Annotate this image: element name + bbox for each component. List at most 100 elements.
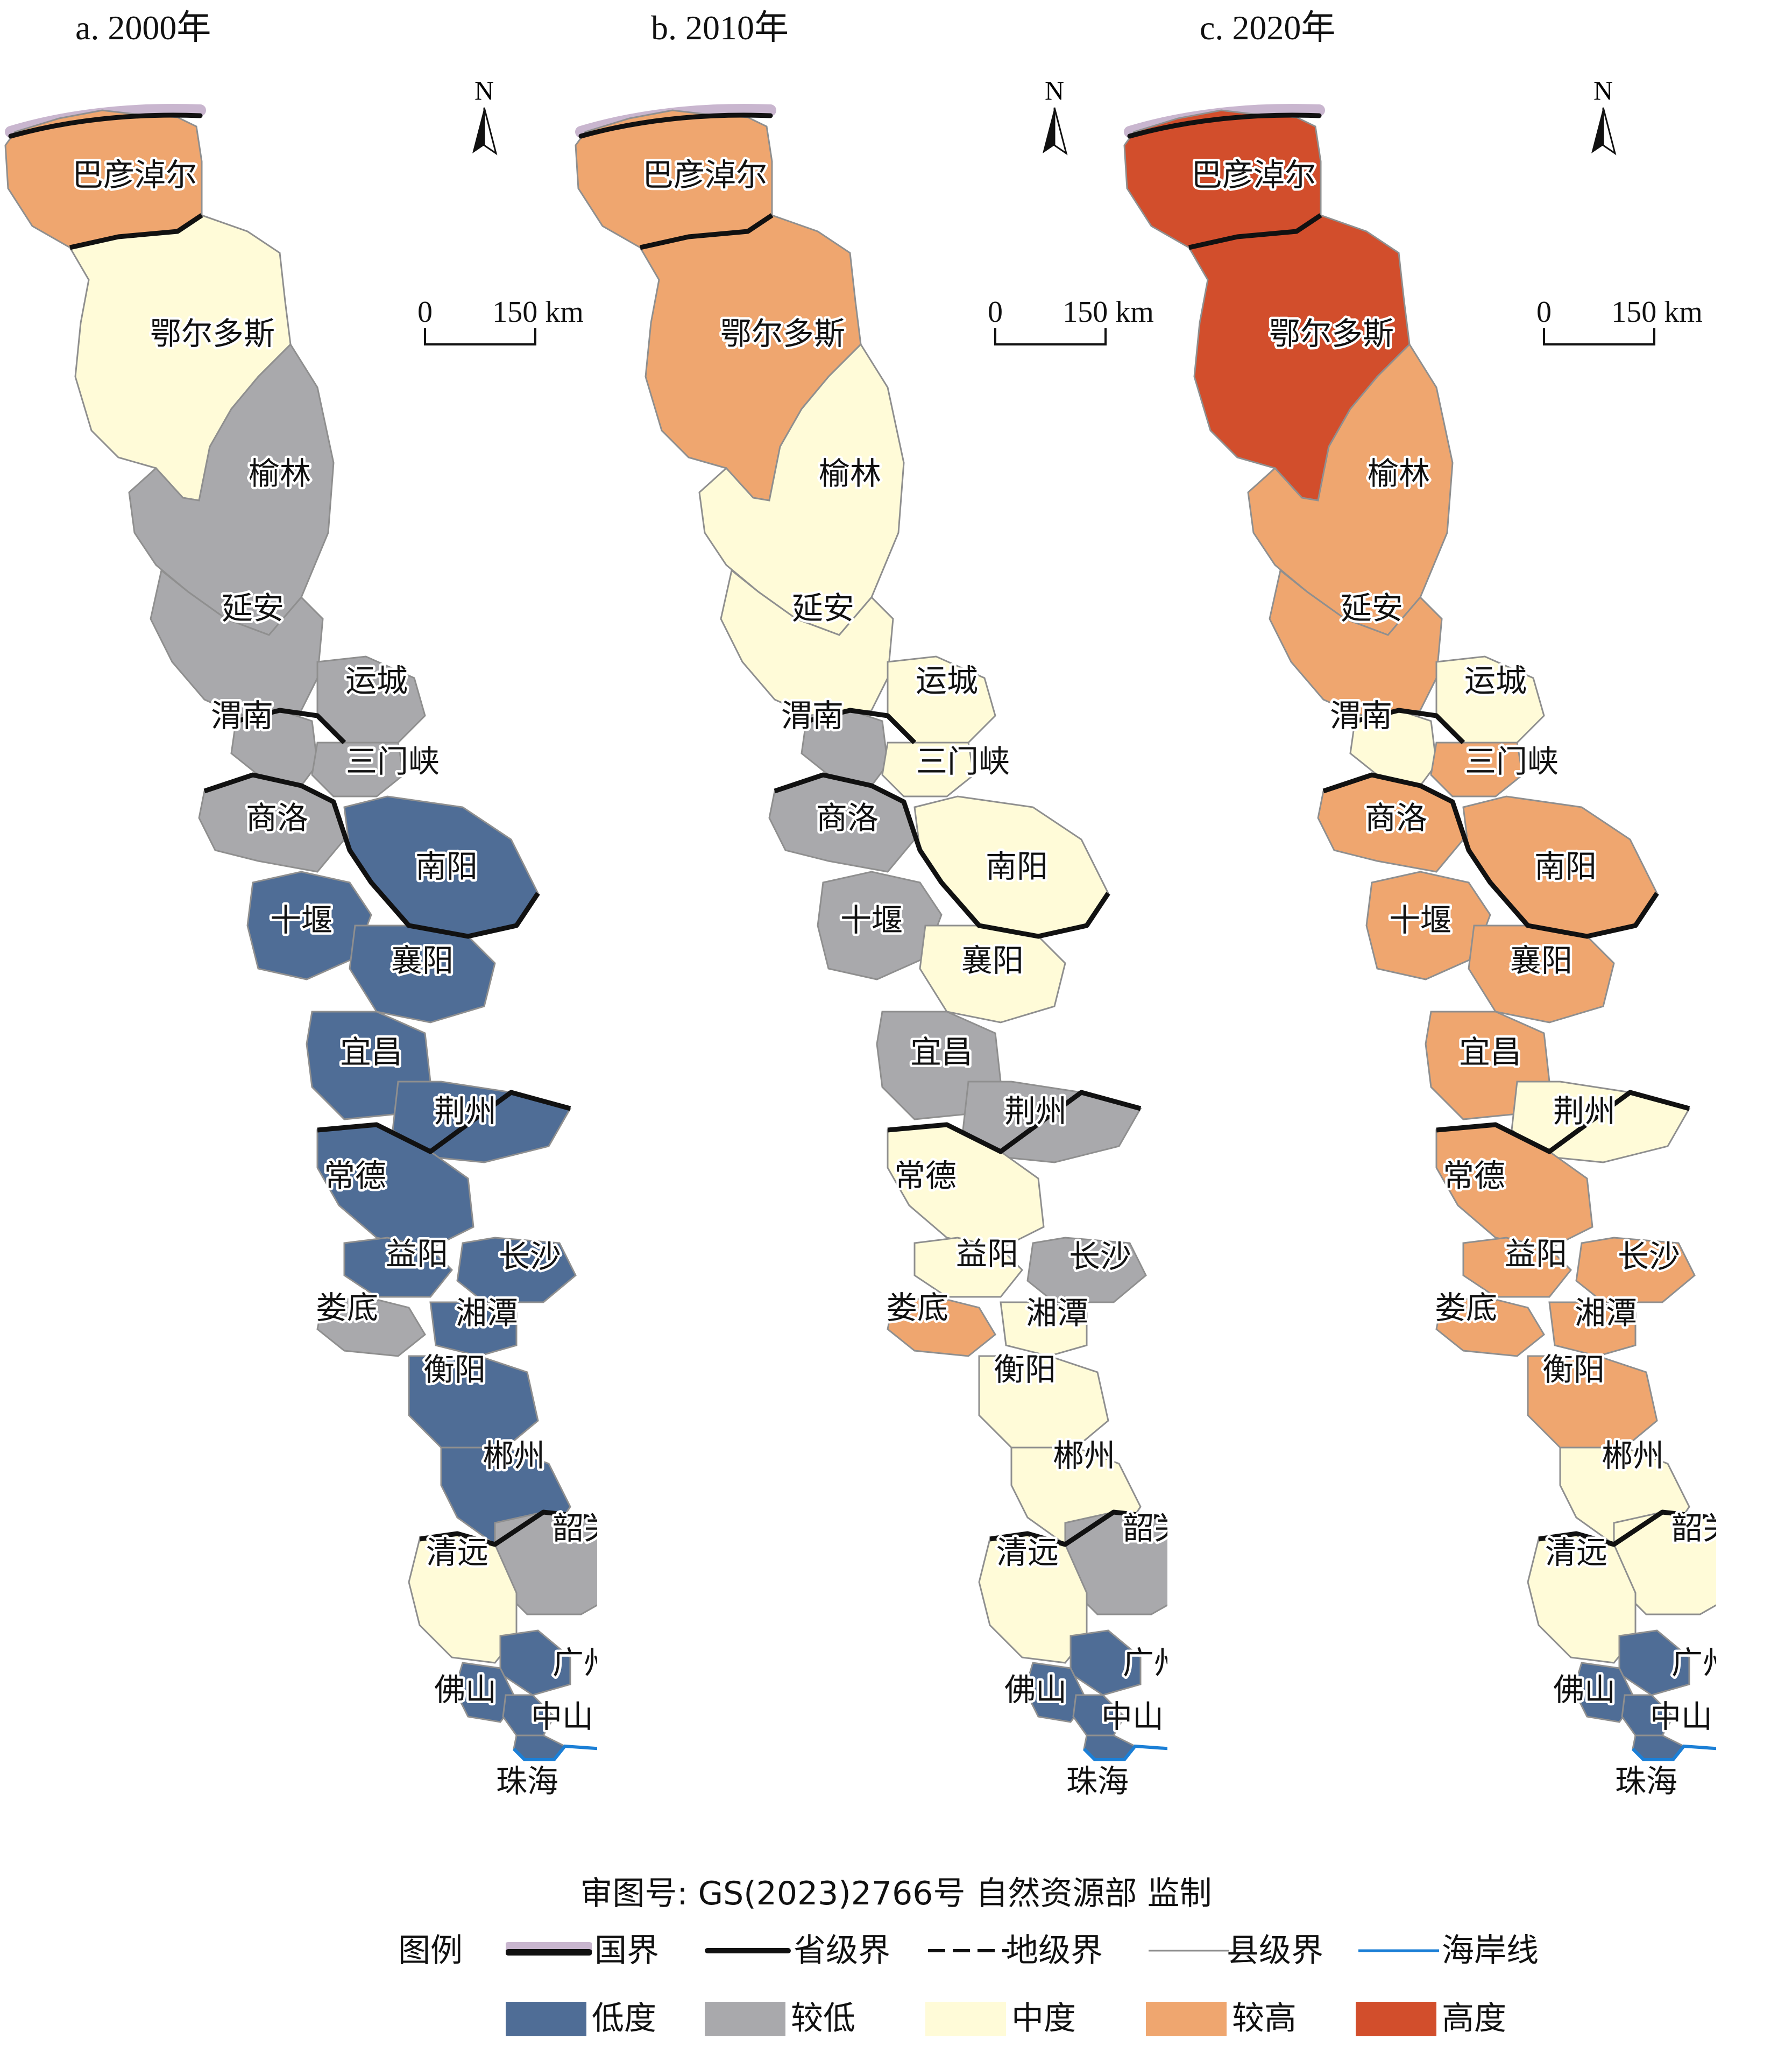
provincial-border <box>203 772 540 939</box>
map-2020: 巴彦淖尔鄂尔多斯榆林延安渭南运城三门峡商洛南阳十堰襄阳宜昌荆州常德益阳长沙娄底湘… <box>1123 75 1716 1802</box>
scale-zero: 0 <box>1536 295 1552 329</box>
legend-line-label: 省级界 <box>794 1932 890 1970</box>
provincial-border <box>419 1509 597 1547</box>
legend-title: 图例 <box>398 1932 463 1970</box>
city-label: 中山 <box>1650 1698 1712 1735</box>
region-益阳: 益阳 <box>913 1237 1024 1298</box>
scale-zero: 0 <box>988 295 1003 329</box>
region-佛山: 佛山 <box>454 1662 518 1723</box>
city-label: 湘潭 <box>1026 1295 1088 1331</box>
city-label: 三门峡 <box>346 743 440 780</box>
map-2010: 巴彦淖尔鄂尔多斯榆林延安渭南运城三门峡商洛南阳十堰襄阳宜昌荆州常德益阳长沙娄底湘… <box>575 75 1167 1802</box>
city-label: 荆州 <box>434 1093 497 1130</box>
city-label: 韶关 <box>1123 1510 1167 1547</box>
city-label: 巴彦淖尔 <box>1191 157 1316 193</box>
city-label: 清远 <box>996 1534 1059 1571</box>
city-label: 韶关 <box>553 1510 597 1547</box>
region-长沙: 长沙 <box>1026 1237 1147 1303</box>
city-label: 十堰 <box>1389 902 1451 938</box>
scale-end: 150 km <box>1611 295 1703 329</box>
scale-end: 150 km <box>1063 295 1154 329</box>
provincial-border <box>1436 1090 1690 1154</box>
legend-swatch-medium <box>925 2002 1006 2036</box>
city-label: 襄阳 <box>961 942 1024 979</box>
coastline <box>1631 1744 1716 1761</box>
city-label: 娄底 <box>886 1289 948 1326</box>
city-label: 十堰 <box>270 902 332 938</box>
city-label: 清远 <box>426 1534 488 1571</box>
city-label: 益阳 <box>956 1236 1018 1272</box>
region-佛山: 佛山 <box>1573 1662 1637 1723</box>
map-panel-2000: a. 2000年 巴彦淖尔 鄂尔多斯 榆林 延安 渭南 运城 三门峡 商洛 南阳 十堰 襄阳 宜昌 荆州… <box>0 0 597 1830</box>
city-label: 襄阳 <box>391 942 454 979</box>
north-arrow-icon: N <box>472 75 498 156</box>
city-label: 运城 <box>345 662 408 699</box>
city-label: 荆州 <box>1553 1093 1616 1130</box>
city-label: 娄底 <box>1435 1289 1497 1326</box>
city-label: 湘潭 <box>1575 1295 1637 1331</box>
city-label: 榆林 <box>249 455 311 492</box>
region-湘潭: 湘潭 <box>1548 1301 1637 1357</box>
city-label: 长沙 <box>499 1238 561 1275</box>
region-巴彦淖尔: 巴彦淖尔 <box>575 109 773 249</box>
city-label: 榆林 <box>1368 455 1430 492</box>
city-label: 佛山 <box>1004 1671 1067 1708</box>
city-label: 衡阳 <box>994 1351 1056 1388</box>
city-label: 南阳 <box>986 848 1048 885</box>
region-娄底: 娄底 <box>887 1296 996 1357</box>
region-衡阳: 衡阳 <box>408 1355 539 1449</box>
city-label: 延安 <box>1341 590 1403 626</box>
city-label: 商洛 <box>1365 800 1427 836</box>
coastline <box>1082 1744 1167 1761</box>
city-label: 中山 <box>531 1698 593 1735</box>
scale-bar: 0 150 km <box>1536 295 1703 345</box>
city-label: 珠海 <box>496 1763 558 1799</box>
city-label: 巴彦淖尔 <box>72 157 197 193</box>
panel-title: c. 2020年 <box>1200 9 1336 47</box>
region-三门峡: 三门峡 <box>1430 742 1524 797</box>
provincial-border <box>69 213 203 250</box>
city-label: 运城 <box>916 662 978 699</box>
city-label: 娄底 <box>316 1289 378 1326</box>
city-label: 宜昌 <box>1459 1034 1521 1070</box>
north-arrow-icon: N <box>1043 75 1068 156</box>
city-label: 巴彦淖尔 <box>642 157 767 193</box>
scale-end: 150 km <box>492 295 584 329</box>
city-label: 三门峡 <box>916 743 1010 780</box>
city-label: 郴州 <box>1602 1437 1664 1474</box>
legend-line-label: 地级界 <box>1006 1932 1103 1970</box>
region-长沙: 长沙 <box>1575 1237 1696 1303</box>
city-label: 运城 <box>1464 662 1527 699</box>
region-湘潭: 湘潭 <box>1000 1301 1088 1357</box>
provincial-border <box>989 1509 1167 1547</box>
legend-swatch-higher <box>1146 2002 1227 2036</box>
region-三门峡: 三门峡 <box>881 742 975 797</box>
city-label: 衡阳 <box>1542 1351 1605 1388</box>
city-label: 南阳 <box>1534 848 1597 885</box>
scale-zero: 0 <box>417 295 433 329</box>
region-巴彦淖尔: 巴彦淖尔 <box>1123 109 1322 249</box>
city-label: 佛山 <box>1553 1671 1616 1708</box>
legend-line-label: 国界 <box>594 1932 659 1970</box>
legend-class-label: 高度 <box>1442 2000 1506 2037</box>
city-label: 常德 <box>1443 1157 1505 1194</box>
national-border-icon <box>506 1942 592 1956</box>
prefecture-border-icon <box>928 1949 1009 1952</box>
panel-title: a. 2000年 <box>75 9 211 47</box>
map-panel-2010: b. 2010年 巴彦淖尔 鄂尔多斯 榆林 延安 渭南 运城 三门峡 商洛 南阳 十堰 襄阳 宜昌 荆州… <box>570 0 1167 1830</box>
city-label: 珠海 <box>1066 1763 1129 1799</box>
city-label: 宜昌 <box>910 1034 973 1070</box>
city-label: 荆州 <box>1004 1093 1067 1130</box>
city-label: 郴州 <box>483 1437 545 1474</box>
city-label: 宜昌 <box>340 1034 402 1070</box>
provincial-border <box>1188 213 1322 250</box>
legend-class-label: 较低 <box>791 2000 855 2037</box>
city-label: 南阳 <box>415 848 478 885</box>
provincial-border <box>806 708 917 745</box>
legend-class-label: 低度 <box>592 2000 656 2037</box>
legend-class-label: 中度 <box>1011 2000 1076 2037</box>
region-娄底: 娄底 <box>1435 1296 1545 1357</box>
provincial-border <box>640 213 774 250</box>
legend-class-label: 较高 <box>1232 2000 1297 2037</box>
region-三门峡: 三门峡 <box>311 742 405 797</box>
